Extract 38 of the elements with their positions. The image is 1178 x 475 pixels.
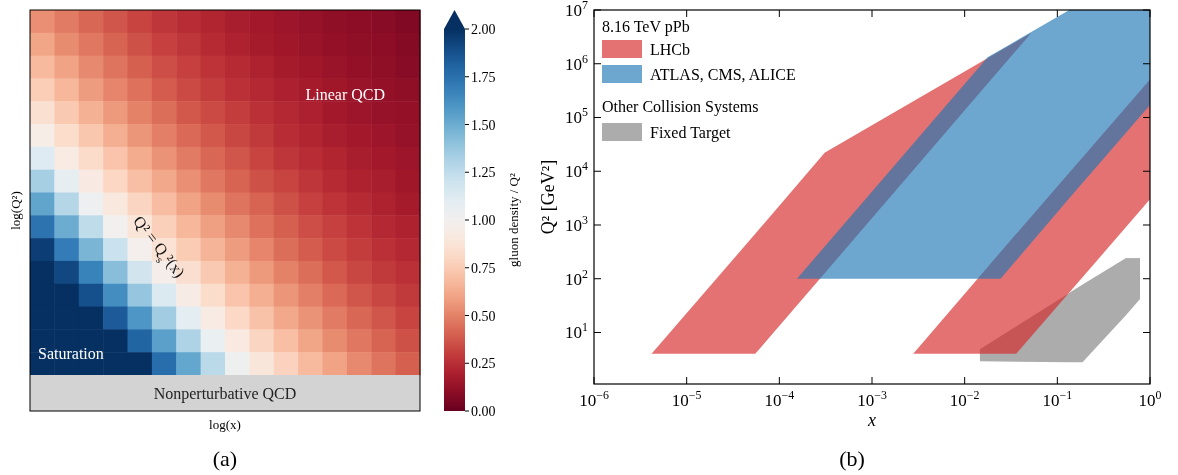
x-axis-title: x bbox=[867, 410, 876, 430]
text: (b) bbox=[839, 446, 865, 471]
y-tick-label: 10$^{1}$ bbox=[565, 320, 589, 343]
color-bar-label: 2.00 bbox=[471, 22, 496, 37]
y-tick-label: 10$^{4}$ bbox=[565, 159, 589, 182]
y-tick-label: 10$^{6}$ bbox=[565, 51, 589, 74]
x-tick-label: 10$^{−5}$ bbox=[671, 388, 702, 410]
legend-label: LHCb bbox=[650, 41, 690, 58]
x-tick-label: 10$^{−3}$ bbox=[857, 388, 887, 410]
annotation: Other Collision Systems bbox=[602, 98, 759, 116]
color-bar-label: 0.00 bbox=[471, 404, 496, 419]
annotation: Linear QCD bbox=[305, 86, 385, 103]
y-axis-title: log(Q²) bbox=[8, 191, 23, 230]
y-tick-label: 10$^{7}$ bbox=[565, 0, 589, 20]
color-bar-label: 0.50 bbox=[471, 308, 496, 324]
x-tick-label: 10$^{−6}$ bbox=[579, 388, 609, 410]
color-bar-title: gluon density / Q² bbox=[506, 172, 521, 267]
color-bar-label: 0.25 bbox=[471, 356, 496, 372]
y-tick-label: 10$^{2}$ bbox=[565, 266, 589, 289]
x-axis-title: log(x) bbox=[209, 417, 241, 432]
legend-title: 8.16 TeV pPb bbox=[602, 18, 690, 36]
color-bar-label: 1.25 bbox=[471, 165, 496, 181]
color-bar-label: 1.75 bbox=[471, 69, 496, 85]
y-tick-label: 10$^{5}$ bbox=[565, 105, 589, 128]
color-bar-label: 1.00 bbox=[471, 213, 496, 228]
color-bar-label: 1.50 bbox=[471, 117, 496, 133]
color-bar-label: 0.75 bbox=[471, 260, 496, 276]
legend-label: Fixed Target bbox=[650, 124, 732, 142]
y-axis-title: Q² [GeV²] bbox=[538, 159, 558, 235]
x-tick-label: 10$^{−2}$ bbox=[949, 388, 980, 410]
legend-label: ATLAS, CMS, ALICE bbox=[650, 66, 796, 83]
text: Nonperturbative QCD bbox=[153, 385, 297, 403]
x-tick-label: 10$^{−1}$ bbox=[1042, 388, 1073, 410]
y-tick-label: 10$^{3}$ bbox=[565, 212, 589, 235]
x-tick-label: 10$^{0}$ bbox=[1138, 388, 1162, 410]
text: (a) bbox=[212, 446, 238, 471]
x-tick-label: 10$^{−4}$ bbox=[764, 388, 795, 410]
annotation: Saturation bbox=[38, 345, 104, 362]
